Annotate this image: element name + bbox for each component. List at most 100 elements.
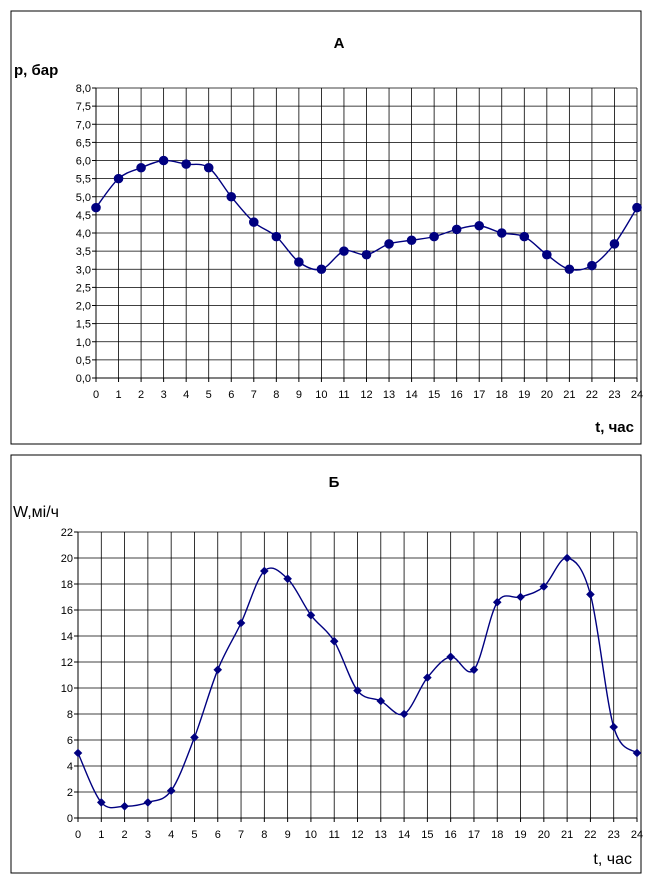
chart-b-y-tick-label: 22 [61, 527, 73, 539]
chart-a-x-tick-label: 14 [405, 389, 417, 401]
chart-a-data-point [519, 231, 530, 242]
chart-b-y-tick-label: 4 [67, 761, 73, 773]
chart-b-y-tick-label: 12 [61, 657, 73, 669]
chart-a-y-tick-label: 3,5 [76, 246, 91, 258]
chart-a-data-point [474, 220, 485, 231]
chart-b-x-tick-label: 8 [261, 829, 267, 841]
chart-a-data-point [339, 246, 349, 256]
chart-b-data-point [260, 566, 269, 576]
chart-b-y-tick-label: 6 [67, 735, 73, 747]
chart-b-data-point [190, 733, 199, 742]
chart-a-data-point [542, 249, 552, 260]
chart-a-x-tick-label: 10 [315, 389, 327, 401]
chart-a-x-tick-label: 20 [541, 389, 553, 401]
chart-b-data-point [562, 553, 572, 563]
chart-b-data-point [213, 665, 223, 675]
chart-a-x-tick-label: 9 [296, 389, 302, 401]
chart-b-y-tick-label: 18 [61, 579, 73, 591]
chart-a-y-tick-label: 8,0 [76, 83, 91, 95]
chart-b-y-tick-label: 14 [61, 631, 73, 643]
chart-b-data-point [539, 582, 549, 591]
chart-a-x-tick-label: 18 [496, 389, 508, 401]
chart-b-y-tick-label: 0 [67, 813, 73, 825]
chart-a-x-tick-label: 12 [360, 389, 372, 401]
chart-a-y-tick-label: 4,5 [76, 210, 91, 222]
chart-b-data-point [143, 798, 153, 807]
chart-b-data-point [423, 673, 432, 682]
chart-a-x-tick-label: 19 [518, 389, 530, 401]
chart-a-data-point [632, 202, 642, 213]
chart-b-data-point [353, 686, 362, 695]
chart-a-y-tick-label: 4,0 [76, 228, 91, 240]
chart-b-x-tick-label: 2 [122, 829, 128, 841]
chart-a-x-tick-label: 22 [586, 389, 598, 401]
chart-a-frame [10, 10, 642, 445]
chart-b-data-point [96, 798, 106, 807]
chart-b-x-tick-label: 10 [305, 829, 317, 841]
chart-b-data-point [306, 610, 316, 620]
chart-a-y-tick-label: 7,0 [76, 119, 91, 131]
chart-b-y-tick-label: 10 [61, 683, 73, 695]
chart-a-data-point [587, 260, 597, 271]
chart-b-x-tick-label: 21 [561, 829, 573, 841]
chart-a-x-tick-label: 11 [338, 389, 349, 401]
chart-a-y-tick-label: 6,0 [76, 156, 91, 168]
chart-a-x-tick-label: 0 [93, 389, 99, 401]
chart-b-x-tick-label: 15 [421, 829, 433, 841]
chart-b-x-tick-label: 24 [631, 829, 643, 841]
chart-b-data-point [73, 748, 83, 758]
chart-a-y-tick-label: 0,5 [76, 355, 91, 367]
chart-a-data-point [406, 235, 417, 246]
chart-b-x-tick-label: 12 [351, 829, 363, 841]
chart-b-data-point [283, 574, 292, 584]
chart-a-y-tick-label: 2,5 [76, 282, 91, 294]
chart-a-data-point [136, 162, 146, 173]
chart-a-x-tick-label: 5 [206, 389, 212, 401]
chart-a-plot: 0,0 0,5 1,0 1,5 2,0 2,5 3,0 3,5 4,0 4,5 5,0 5,5 6,0 6… [76, 83, 643, 401]
chart-b-x-tick-label: 4 [168, 829, 174, 841]
chart-b-x-tick-label: 23 [608, 829, 620, 841]
chart-a-x-tick-label: 23 [608, 389, 620, 401]
chart-a-y-axis-label: p, бар [14, 62, 58, 79]
chart-a-y-tick-label: 0,0 [76, 373, 91, 385]
chart-a-y-tick-label: 1,0 [76, 337, 91, 349]
chart-a-data-point [429, 231, 439, 242]
chart-b-data-point [446, 652, 455, 662]
chart-a-x-tick-label: 1 [115, 389, 121, 401]
chart-b-data-point [236, 618, 246, 628]
chart-a-x-axis-label: t, час [595, 419, 634, 436]
chart-a-data-point [384, 239, 394, 249]
chart-a-data-point [496, 228, 507, 238]
chart-a-x-tick-label: 16 [451, 389, 463, 401]
chart-b-data-point [120, 802, 129, 811]
chart-a-y-tick-label: 6,5 [76, 137, 91, 149]
chart-b-x-tick-label: 17 [468, 829, 480, 841]
chart-a-y-tick-label: 7,5 [76, 101, 91, 113]
chart-a-y-tick-label: 5,0 [76, 192, 91, 204]
chart-a-y-tick-label: 2,0 [76, 301, 91, 313]
chart-a-y-tick-label: 3,0 [76, 264, 91, 276]
chart-a-data-point [181, 159, 191, 169]
chart-b-data-point [399, 709, 409, 719]
chart-b-x-tick-label: 0 [75, 829, 81, 841]
chart-b-data-point [329, 636, 339, 646]
chart-a-data-point [271, 231, 282, 242]
chart-a-data-point [451, 224, 462, 235]
chart-b-data-point [166, 786, 176, 795]
chart-b-x-tick-label: 6 [215, 829, 221, 841]
chart-b-x-tick-label: 14 [398, 829, 410, 841]
chart-a-data-point [294, 257, 304, 267]
chart-b-data-point [586, 590, 595, 599]
chart-b-y-tick-label: 2 [67, 787, 73, 799]
chart-a-data-point [248, 217, 259, 227]
chart-b-data-point [632, 748, 642, 758]
chart-b-x-tick-label: 20 [538, 829, 550, 841]
chart-a-x-tick-label: 21 [563, 389, 575, 401]
chart-b-x-tick-label: 11 [328, 829, 339, 841]
chart-b-data-point [469, 665, 479, 675]
chart-b-x-axis-label: t, час [593, 851, 632, 868]
chart-a-y-tick-label: 5,5 [76, 174, 91, 186]
chart-a-x-tick-label: 8 [273, 389, 279, 401]
chart-b-x-tick-label: 5 [191, 829, 197, 841]
